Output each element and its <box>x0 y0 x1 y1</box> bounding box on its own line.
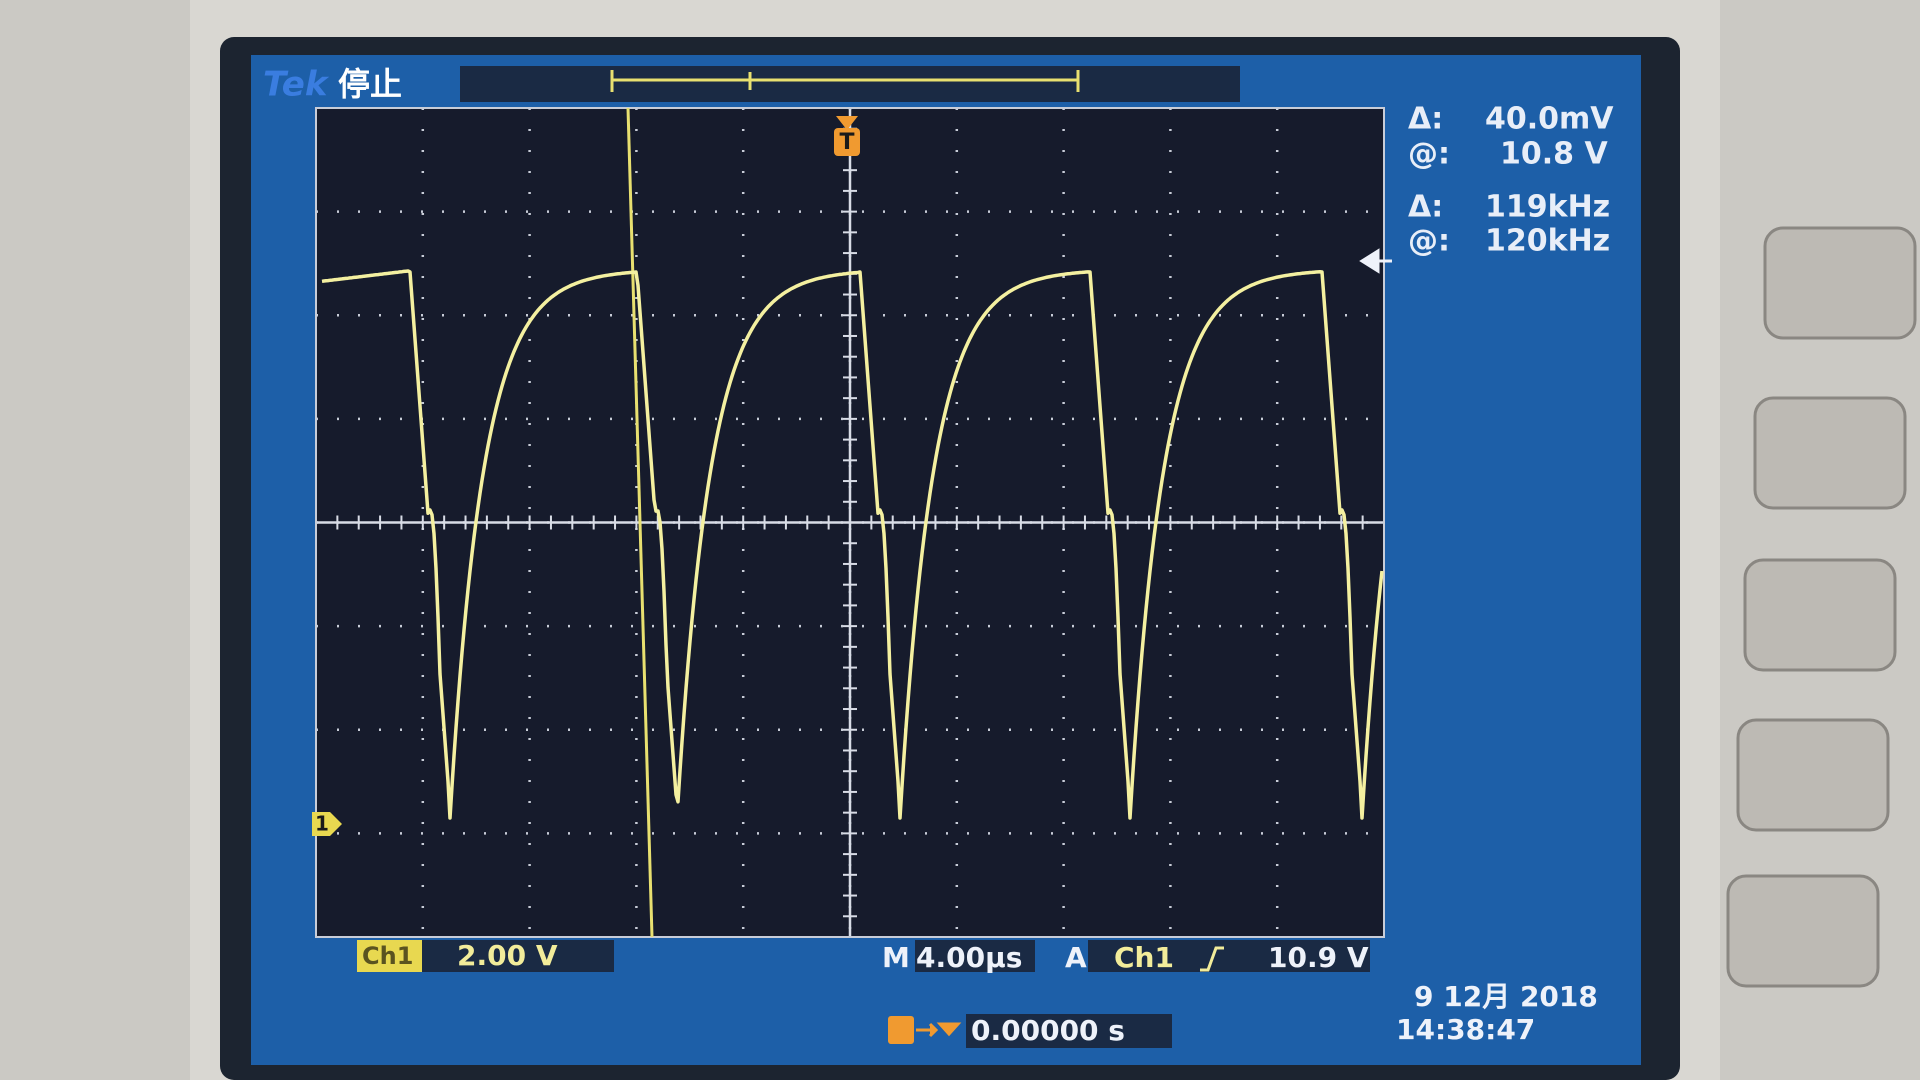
trigger-pos-box <box>966 1014 1172 1048</box>
readout-value: 120kHz <box>1485 224 1610 259</box>
channel-marker <box>312 812 342 836</box>
graticule-border <box>315 107 1385 938</box>
trigger-pos-icon <box>888 1016 914 1044</box>
trigger-level: 10.9 V <box>1268 941 1369 974</box>
trigger-marker <box>834 128 860 156</box>
timebase-prefix: M <box>882 941 910 974</box>
menu-button[interactable] <box>1726 874 1880 988</box>
trigger-marker-label: T <box>839 130 854 155</box>
top-bar <box>460 66 1240 102</box>
readout-symbol: @: <box>1408 137 1450 172</box>
slope-icon <box>1200 946 1224 972</box>
readout-value: 40.0mV <box>1485 102 1614 137</box>
trigger-source: Ch1 <box>1114 941 1174 974</box>
timebase: 4.00µs <box>916 941 1022 974</box>
menu-button[interactable] <box>1743 558 1897 672</box>
menu-button[interactable] <box>1763 226 1917 340</box>
cursor-line <box>626 107 654 938</box>
graticule <box>315 107 1385 938</box>
scale-box <box>422 940 614 972</box>
trigger-pos-arrow <box>916 1022 962 1038</box>
readout-value: 10.8 V <box>1500 137 1608 172</box>
trigger-arrow <box>836 116 858 130</box>
timebase-box <box>915 940 1035 972</box>
side-buttons <box>1726 226 1917 988</box>
trigger-box <box>1088 940 1370 972</box>
status: 停止 <box>338 65 402 103</box>
waveform <box>321 269 1384 820</box>
channel-box <box>357 940 422 972</box>
readout-symbol: Δ: <box>1408 102 1443 137</box>
readout-symbol: Δ: <box>1408 190 1443 225</box>
time: 14:38:47 <box>1396 1013 1535 1046</box>
brand: Tek <box>263 65 330 105</box>
trigger-position: 0.00000 s <box>971 1014 1125 1047</box>
readout-symbol: @: <box>1408 224 1450 259</box>
level-arrow <box>1359 248 1392 274</box>
trigger-mode: A <box>1065 941 1087 974</box>
channel-marker-label: 1 <box>315 812 329 836</box>
date: 9 12月 2018 <box>1414 980 1598 1013</box>
record-bracket <box>610 70 1080 92</box>
menu-button[interactable] <box>1753 396 1907 510</box>
readout-value: 119kHz <box>1485 190 1610 225</box>
footer-channel: Ch1 <box>362 942 413 970</box>
footer-scale: 2.00 V <box>457 939 558 972</box>
menu-button[interactable] <box>1736 718 1890 832</box>
